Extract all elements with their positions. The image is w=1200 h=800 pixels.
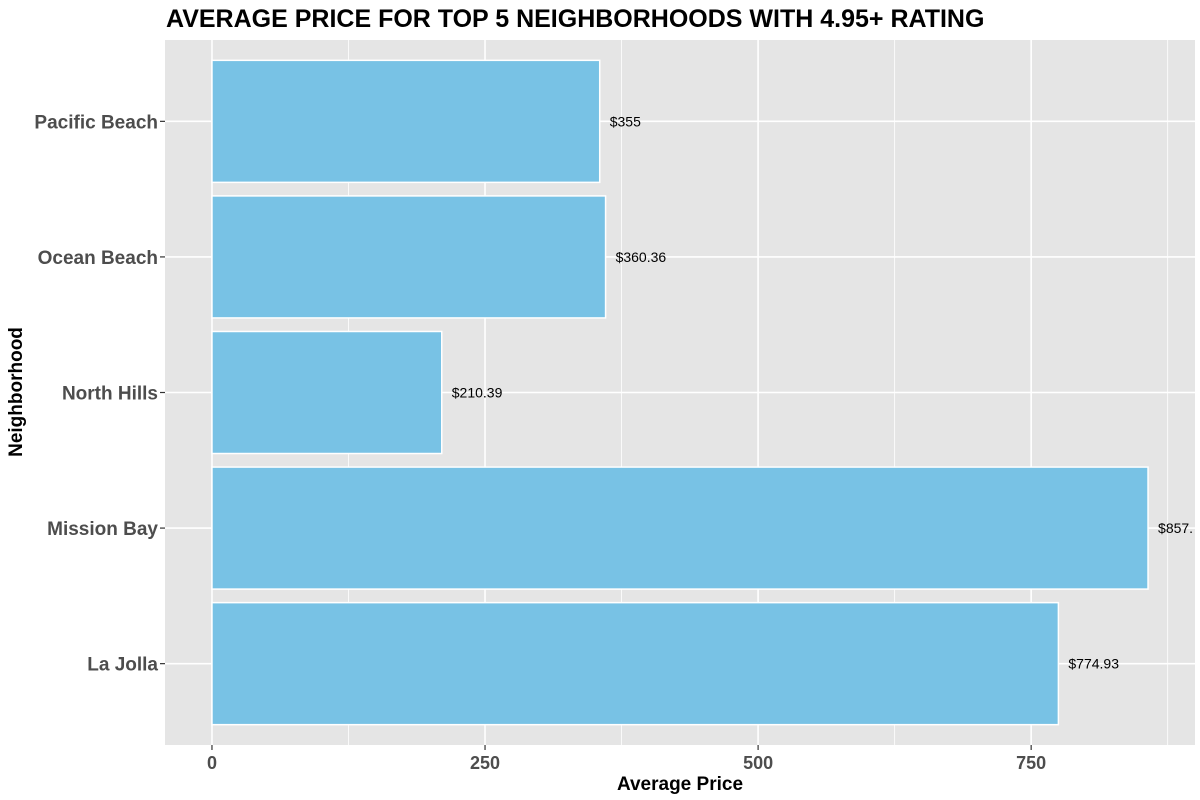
- bars-group: [211, 59, 1149, 726]
- bar-3: [211, 466, 1149, 590]
- y-tick-label-1: Ocean Beach: [38, 248, 158, 269]
- x-tick-label-1: 250: [470, 753, 500, 773]
- data-label-0: $355: [610, 113, 641, 129]
- x-tick-label-0: 0: [207, 753, 217, 773]
- y-tick-label-4: La Jolla: [87, 655, 158, 676]
- chart-title: AVERAGE PRICE FOR TOP 5 NEIGHBORHOODS WI…: [166, 5, 984, 33]
- y-tick-label-3: Mission Bay: [47, 519, 158, 540]
- bar-1: [211, 195, 607, 319]
- bar-2: [211, 330, 443, 455]
- y-tick-label-2: North Hills: [62, 384, 158, 405]
- data-labels-group: $355 $360.36 $210.39 $857. $774.93: [452, 113, 1193, 671]
- bar-0: [211, 59, 601, 184]
- data-label-1: $360.36: [616, 249, 667, 265]
- x-tick-label-3: 750: [1016, 753, 1046, 773]
- bar-4: [211, 601, 1060, 726]
- y-tick-label-0: Pacific Beach: [34, 112, 158, 133]
- y-axis-title: Neighborhood: [6, 327, 27, 457]
- x-tick-label-2: 500: [743, 753, 773, 773]
- x-axis-title: Average Price: [617, 774, 743, 795]
- x-axis: 0 250 500 750: [207, 745, 1046, 773]
- y-axis: Pacific Beach Ocean Beach North Hills Missi…: [34, 112, 165, 676]
- data-label-4: $774.93: [1068, 656, 1119, 672]
- data-label-2: $210.39: [452, 385, 503, 401]
- data-label-3: $857.: [1158, 520, 1193, 536]
